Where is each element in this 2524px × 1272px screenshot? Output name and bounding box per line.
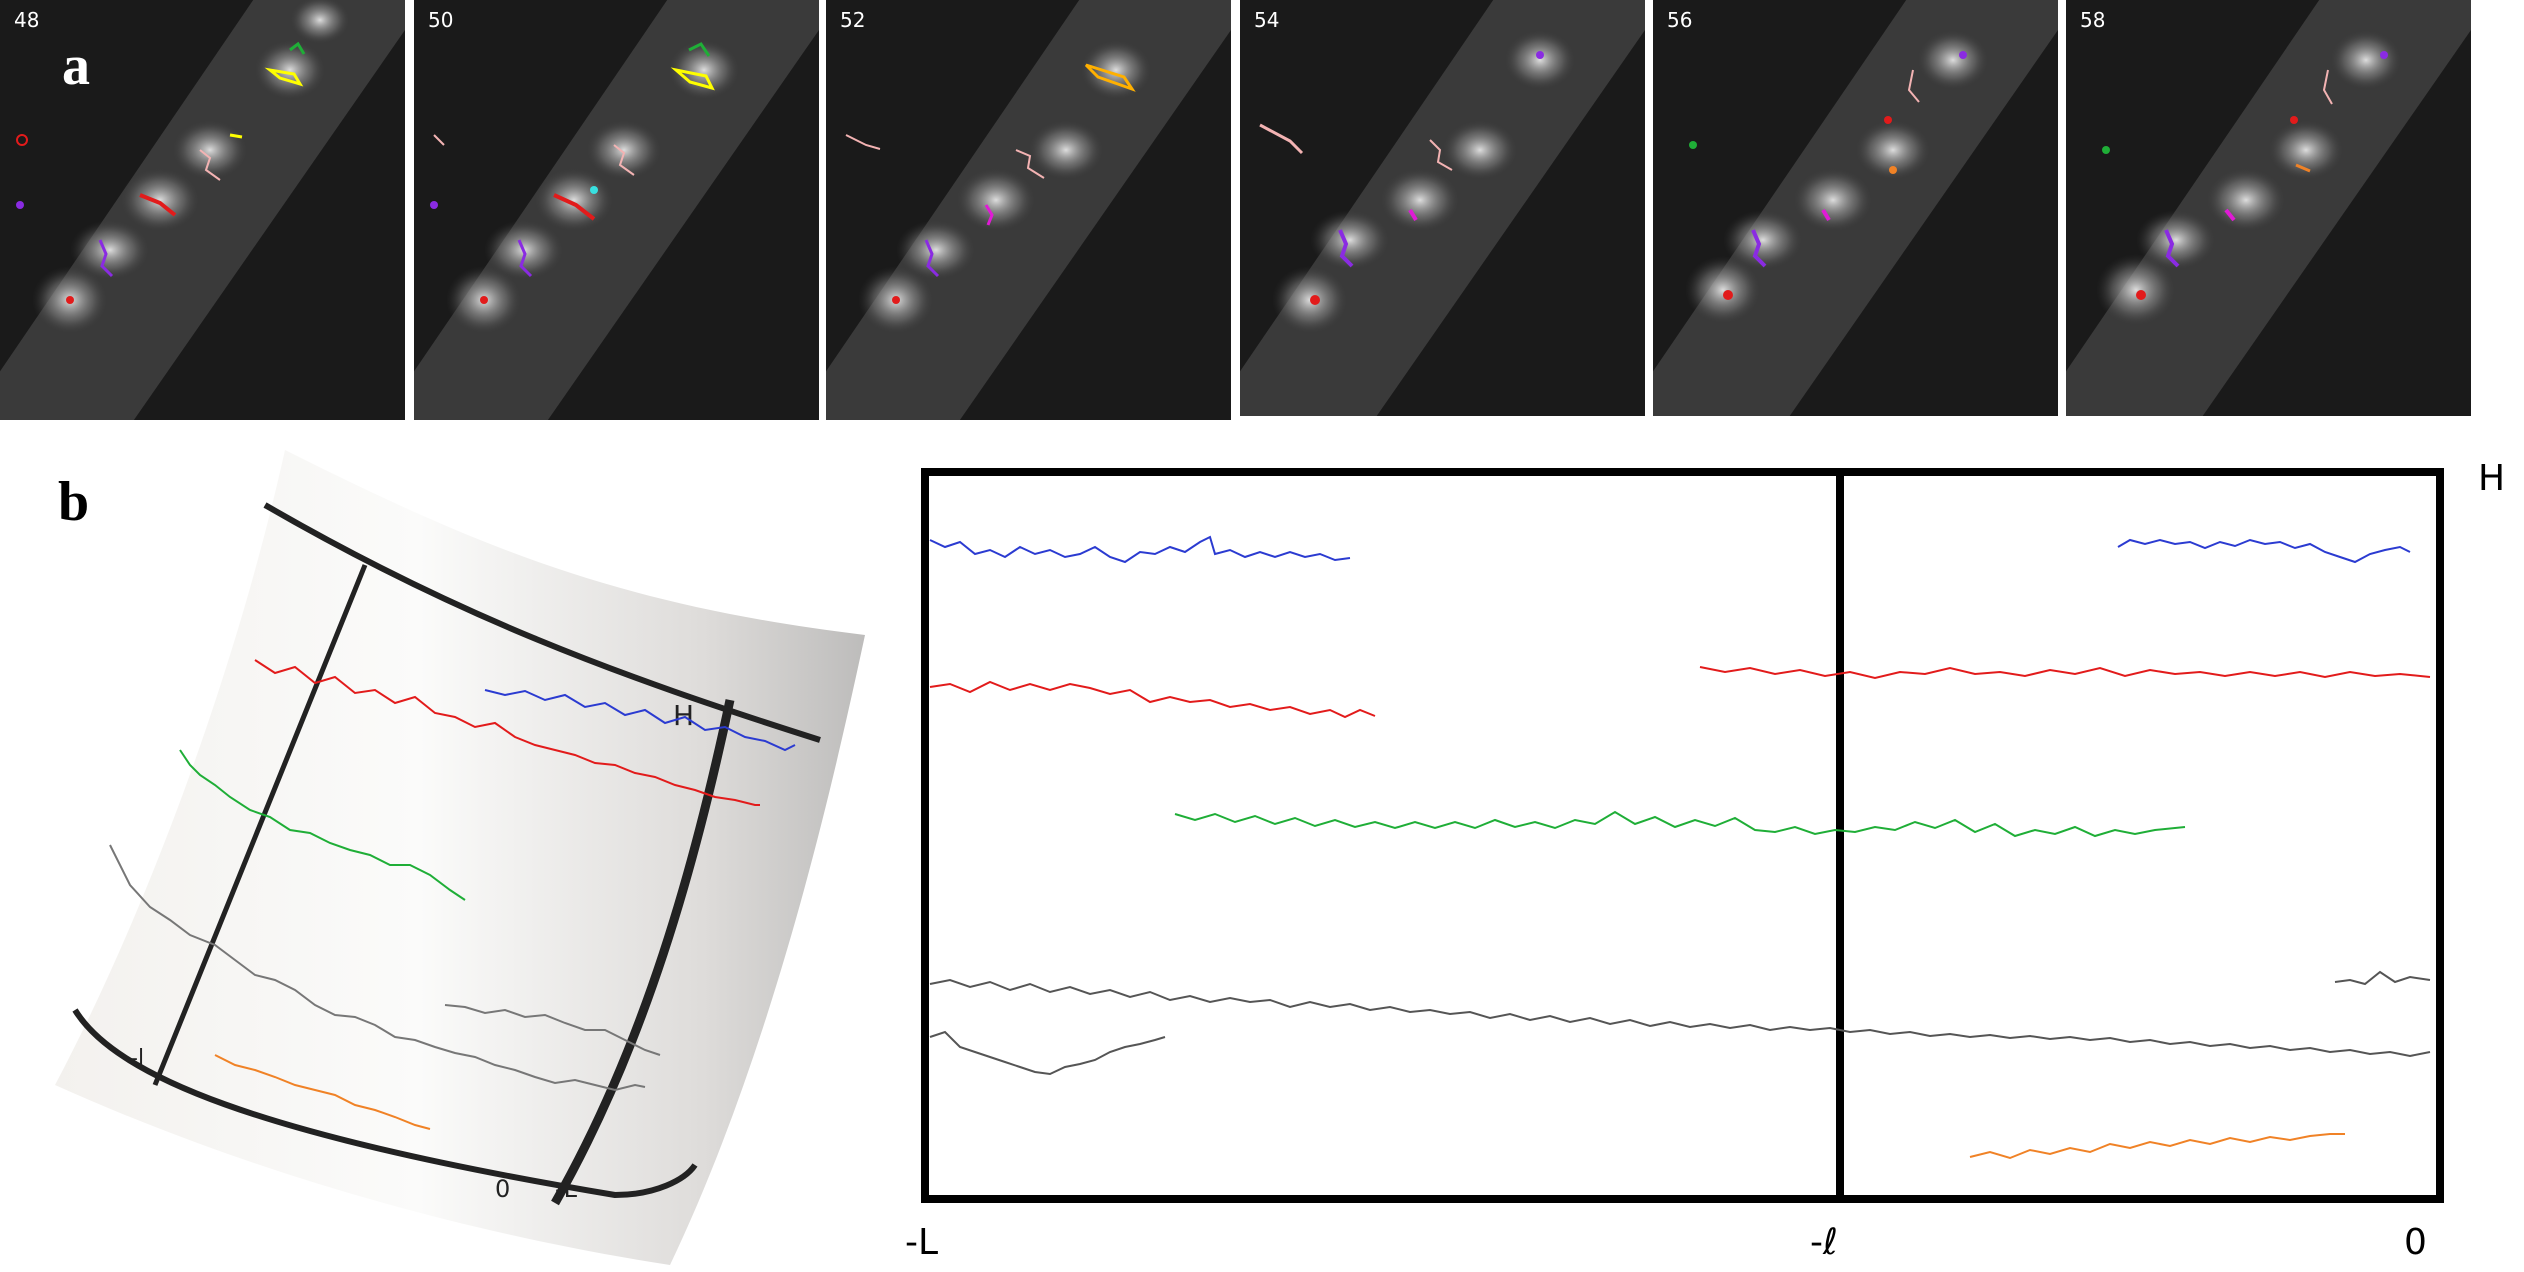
x-tick-zero: 0 xyxy=(2404,1222,2427,1263)
panel-letter-a: a xyxy=(62,35,90,97)
trace-gray-short-right xyxy=(2334,970,2431,986)
trace-orange xyxy=(1969,1133,2345,1160)
y-label-H: H xyxy=(2478,458,2506,499)
trace-green xyxy=(1174,810,2186,838)
microscopy-image xyxy=(0,0,405,420)
trace-gray-short-left xyxy=(929,1030,1166,1076)
microscopy-image xyxy=(1653,0,2058,416)
cylinder-label-zero: 0 xyxy=(495,1175,510,1203)
frame-number: 50 xyxy=(428,8,454,32)
trace-red-right xyxy=(1699,666,2431,680)
microscopy-image xyxy=(414,0,819,420)
trace-blue-right xyxy=(2117,538,2411,564)
microscopy-frame-52: 52 xyxy=(826,0,1231,420)
trace-blue-left xyxy=(929,535,1351,564)
microscopy-frame-50: 50 xyxy=(414,0,819,420)
microscopy-image xyxy=(2066,0,2471,416)
microscopy-frame-58: 58 xyxy=(2066,0,2471,416)
unrolled-trace-plot xyxy=(921,468,2444,1203)
microscopy-frame-48: 48 xyxy=(0,0,405,420)
trace-red-left xyxy=(929,680,1376,719)
trace-gray-long xyxy=(929,978,2431,1058)
cylinder-label-H: H xyxy=(673,699,694,732)
frame-number: 58 xyxy=(2080,8,2106,32)
plot-frame xyxy=(921,468,2444,1203)
cylinder-schematic: H 0 -L -l xyxy=(55,450,865,1265)
frame-number: 54 xyxy=(1254,8,1280,32)
cylinder-label-minus-l: -l xyxy=(130,1046,144,1071)
frame-number: 48 xyxy=(14,8,40,32)
frame-number: 56 xyxy=(1667,8,1693,32)
x-tick-minus-l: -ℓ xyxy=(1810,1222,1838,1263)
microscopy-image xyxy=(1240,0,1645,416)
x-tick-minus-L: -L xyxy=(905,1222,939,1263)
microscopy-frame-56: 56 xyxy=(1653,0,2058,416)
panel-letter-b: b xyxy=(58,471,90,533)
microscopy-frame-54: 54 xyxy=(1240,0,1645,416)
cylinder-label-minus-L: -L xyxy=(555,1175,578,1203)
microscopy-image xyxy=(826,0,1231,420)
frame-number: 52 xyxy=(840,8,866,32)
